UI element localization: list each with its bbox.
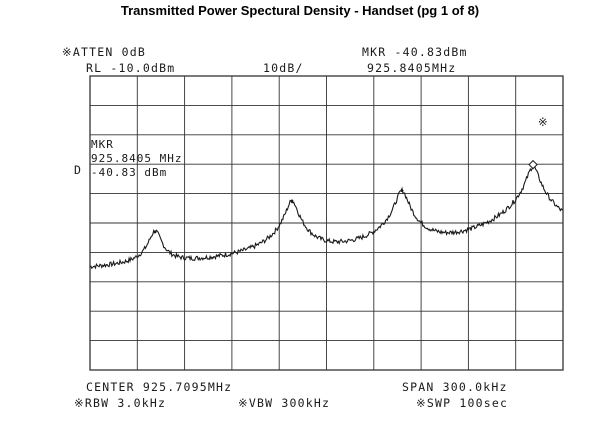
marker-box-level: -40.83 dBm [91, 166, 168, 179]
attenuation-readout: ※ATTEN 0dB [62, 45, 146, 59]
marker-symbol-icon: ※ [538, 115, 549, 129]
marker-box-label: MKR [91, 138, 114, 151]
scale-readout: 10dB/ [263, 61, 304, 75]
display-line-label: D [74, 163, 83, 177]
marker-box-frequency: 925.8405 MHz [91, 152, 183, 165]
span-label: SPAN 300.0kHz [402, 380, 508, 394]
trace-peak-2 [290, 199, 294, 203]
marker-info-box: MKR 925.8405 MHz -40.83 dBm [91, 138, 182, 180]
vbw-label: ※VBW 300kHz [238, 396, 331, 410]
marker-frequency-readout: 925.8405MHz [367, 61, 457, 75]
sweep-time-label: ※SWP 100sec [416, 396, 509, 410]
center-frequency-label: CENTER 925.7095MHz [86, 380, 233, 394]
chart-title: Transmitted Power Spectural Density - Ha… [120, 3, 480, 18]
trace-peak-1 [153, 230, 157, 234]
rbw-label: ※RBW 3.0kHz [74, 396, 167, 410]
spectrum-trace [89, 166, 564, 270]
marker-diamond-icon [528, 159, 538, 170]
trace-peak-3 [400, 189, 404, 193]
marker-level-readout: MKR -40.83dBm [362, 45, 468, 59]
reference-level-readout: RL -10.0dBm [86, 61, 176, 75]
